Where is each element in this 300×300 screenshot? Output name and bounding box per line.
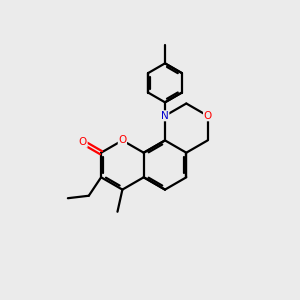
Text: N: N xyxy=(161,111,169,121)
Text: O: O xyxy=(203,111,212,121)
Text: O: O xyxy=(79,137,87,147)
Text: O: O xyxy=(118,135,127,146)
